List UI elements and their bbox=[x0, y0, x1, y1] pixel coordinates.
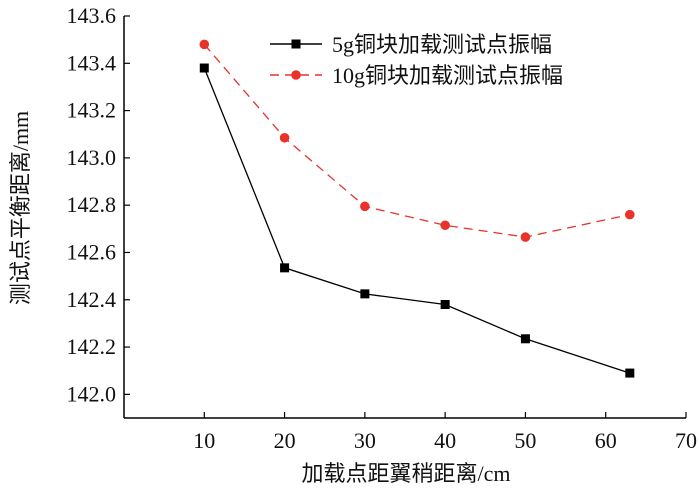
y-tick-label: 142.8 bbox=[67, 192, 117, 217]
legend-entry: 10g铜块加载测试点振幅 bbox=[270, 63, 563, 88]
x-tick-label: 50 bbox=[514, 428, 536, 453]
y-tick-label: 143.0 bbox=[67, 145, 117, 170]
y-tick-label: 143.6 bbox=[67, 3, 117, 28]
data-point bbox=[199, 39, 210, 50]
legend-marker bbox=[291, 70, 301, 80]
legend-entry: 5g铜块加载测试点振幅 bbox=[270, 32, 552, 57]
x-axis-label: 加载点距翼稍距离/cm bbox=[302, 461, 511, 486]
legend-label: 5g铜块加载测试点振幅 bbox=[332, 32, 552, 57]
chart-axes: 142.0 142.2 142.4 142.6 142.8 143.0 143.2 143.4… bbox=[67, 3, 698, 453]
x-tick-label: 60 bbox=[595, 428, 617, 453]
data-point bbox=[279, 132, 290, 143]
x-tick-label: 70 bbox=[675, 428, 697, 453]
series-2 bbox=[199, 39, 635, 242]
y-tick-label: 142.6 bbox=[67, 239, 117, 264]
data-point bbox=[360, 289, 370, 299]
data-point bbox=[440, 220, 450, 231]
data-point bbox=[360, 201, 370, 212]
data-point bbox=[520, 232, 531, 242]
legend-marker bbox=[291, 39, 301, 49]
chart-legend: 5g铜块加载测试点振幅 10g铜块加载测试点振幅 bbox=[270, 32, 563, 88]
data-point bbox=[280, 263, 290, 273]
x-tick-label: 10 bbox=[193, 428, 215, 453]
data-point bbox=[625, 368, 635, 378]
data-point bbox=[199, 63, 209, 73]
series-line bbox=[203, 67, 631, 374]
y-tick-label: 142.4 bbox=[67, 287, 117, 312]
y-tick-label: 143.4 bbox=[67, 50, 117, 75]
data-point bbox=[520, 334, 530, 344]
series-1 bbox=[199, 63, 635, 378]
y-tick-label: 143.2 bbox=[67, 98, 117, 123]
chart-series-layer bbox=[199, 39, 635, 378]
series-line bbox=[203, 43, 630, 238]
x-tick-label: 40 bbox=[434, 428, 456, 453]
data-point bbox=[440, 299, 450, 309]
y-tick-label: 142.0 bbox=[67, 381, 117, 406]
data-point bbox=[625, 209, 635, 220]
x-tick-label: 30 bbox=[354, 428, 376, 453]
x-tick-label: 20 bbox=[274, 428, 296, 453]
legend-label: 10g铜块加载测试点振幅 bbox=[332, 63, 563, 88]
y-axis-label: 测试点平衡距离/mm bbox=[8, 111, 33, 305]
y-tick-label: 142.2 bbox=[67, 334, 117, 359]
